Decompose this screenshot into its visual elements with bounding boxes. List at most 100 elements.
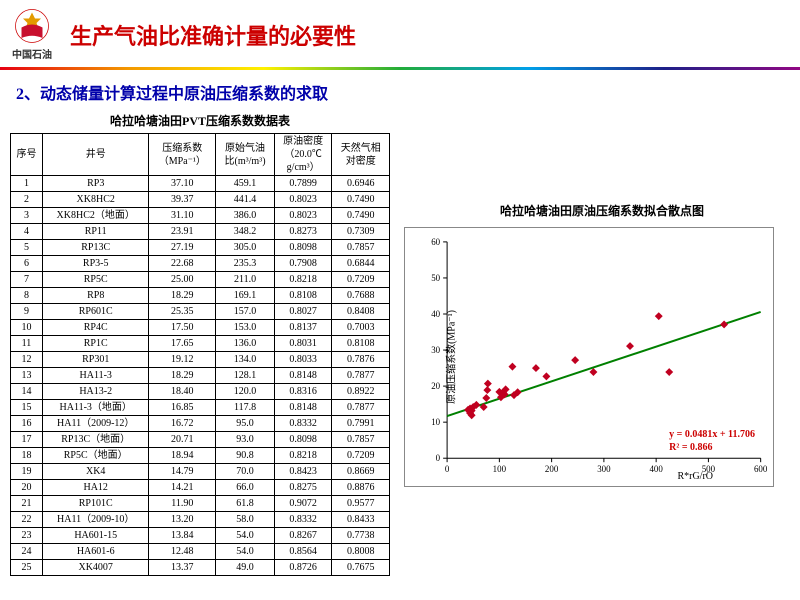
table-row: 12RP30119.12134.00.80330.7876	[11, 352, 390, 368]
table-cell: 0.8267	[274, 528, 332, 544]
header: 中国石油 生产气油比准确计量的必要性	[0, 0, 800, 67]
table-cell: RP11	[42, 224, 149, 240]
logo-label: 中国石油	[12, 46, 52, 61]
table-cell: 13	[11, 368, 43, 384]
table-cell: 16.72	[149, 416, 216, 432]
table-row: 16HA11（2009-12）16.7295.00.83320.7991	[11, 416, 390, 432]
table-cell: 0.8098	[274, 432, 332, 448]
table-row: 8RP818.29169.10.81080.7688	[11, 288, 390, 304]
table-cell: 12	[11, 352, 43, 368]
table-cell: 22	[11, 512, 43, 528]
table-cell: 9	[11, 304, 43, 320]
table-row: 25XK400713.3749.00.87260.7675	[11, 560, 390, 576]
table-cell: HA601-6	[42, 544, 149, 560]
table-cell: 0.8669	[332, 464, 390, 480]
table-cell: 61.8	[216, 496, 275, 512]
table-cell: 25.00	[149, 272, 216, 288]
svg-text:200: 200	[545, 464, 559, 474]
table-cell: 22.68	[149, 256, 216, 272]
table-cell: 16	[11, 416, 43, 432]
table-cell: 386.0	[216, 208, 275, 224]
table-cell: 0.7003	[332, 320, 390, 336]
table-row: 15HA11-3（地面）16.85117.80.81480.7877	[11, 400, 390, 416]
svg-text:50: 50	[431, 273, 440, 283]
table-col-header: 压缩系数（MPa⁻¹）	[149, 134, 216, 176]
table-cell: 14	[11, 384, 43, 400]
table-cell: 157.0	[216, 304, 275, 320]
table-cell: RP8	[42, 288, 149, 304]
table-row: 21RP101C11.9061.80.90720.9577	[11, 496, 390, 512]
svg-text:400: 400	[649, 464, 663, 474]
table-cell: 0.8033	[274, 352, 332, 368]
table-cell: 0.8273	[274, 224, 332, 240]
table-cell: 20	[11, 480, 43, 496]
r2-line: R² = 0.866	[669, 441, 755, 454]
chart-box: 01002003004005006000102030405060 原油压缩系数(…	[404, 227, 774, 487]
svg-text:40: 40	[431, 309, 440, 319]
table-cell: 10	[11, 320, 43, 336]
table-cell: 5	[11, 240, 43, 256]
table-cell: 90.8	[216, 448, 275, 464]
table-col-header: 原始气油比(m³/m³)	[216, 134, 275, 176]
svg-text:0: 0	[445, 464, 450, 474]
table-col-header: 天然气相对密度	[332, 134, 390, 176]
table-cell: 18.29	[149, 368, 216, 384]
table-cell: 459.1	[216, 176, 275, 192]
chart-equation: y = 0.0481x + 11.706 R² = 0.866	[669, 428, 755, 454]
table-cell: 0.7738	[332, 528, 390, 544]
table-cell: 21	[11, 496, 43, 512]
table-cell: 1	[11, 176, 43, 192]
table-cell: 235.3	[216, 256, 275, 272]
table-cell: 54.0	[216, 544, 275, 560]
table-cell: 3	[11, 208, 43, 224]
table-cell: XK8HC2	[42, 192, 149, 208]
table-cell: 17.65	[149, 336, 216, 352]
table-cell: 17.50	[149, 320, 216, 336]
table-cell: 0.8137	[274, 320, 332, 336]
table-cell: 16.85	[149, 400, 216, 416]
table-cell: 441.4	[216, 192, 275, 208]
table-cell: 37.10	[149, 176, 216, 192]
table-header-row: 序号井号压缩系数（MPa⁻¹）原始气油比(m³/m³)原油密度（20.0℃g/c…	[11, 134, 390, 176]
table-cell: 128.1	[216, 368, 275, 384]
table-cell: 13.20	[149, 512, 216, 528]
table-cell: 0.7857	[332, 240, 390, 256]
table-col-header: 原油密度（20.0℃g/cm³）	[274, 134, 332, 176]
table-row: 1RP337.10459.10.78990.6946	[11, 176, 390, 192]
table-panel: 哈拉哈塘油田PVT压缩系数数据表 序号井号压缩系数（MPa⁻¹）原始气油比(m³…	[10, 112, 390, 576]
table-cell: 0.8148	[274, 400, 332, 416]
table-cell: 0.8275	[274, 480, 332, 496]
table-cell: 13.37	[149, 560, 216, 576]
table-cell: 0.8023	[274, 192, 332, 208]
table-cell: 0.8108	[332, 336, 390, 352]
table-col-header: 序号	[11, 134, 43, 176]
table-cell: 12.48	[149, 544, 216, 560]
table-cell: 0.8218	[274, 448, 332, 464]
table-cell: 70.0	[216, 464, 275, 480]
table-cell: HA11（2009-10）	[42, 512, 149, 528]
table-cell: 0.7490	[332, 192, 390, 208]
table-cell: 11.90	[149, 496, 216, 512]
chart-xlabel: R*rG/rO	[677, 471, 713, 482]
table-cell: 120.0	[216, 384, 275, 400]
table-cell: HA11-3（地面）	[42, 400, 149, 416]
table-cell: 18	[11, 448, 43, 464]
table-cell: 15	[11, 400, 43, 416]
table-row: 17RP13C（地面）20.7193.00.80980.7857	[11, 432, 390, 448]
table-col-header: 井号	[42, 134, 149, 176]
table-cell: 0.8564	[274, 544, 332, 560]
table-row: 20HA1214.2166.00.82750.8876	[11, 480, 390, 496]
content-area: 哈拉哈塘油田PVT压缩系数数据表 序号井号压缩系数（MPa⁻¹）原始气油比(m³…	[0, 112, 800, 576]
table-cell: RP3-5	[42, 256, 149, 272]
table-cell: 0.8423	[274, 464, 332, 480]
table-row: 10RP4C17.50153.00.81370.7003	[11, 320, 390, 336]
table-row: 19XK414.7970.00.84230.8669	[11, 464, 390, 480]
table-cell: 93.0	[216, 432, 275, 448]
equation-line: y = 0.0481x + 11.706	[669, 428, 755, 441]
table-cell: 4	[11, 224, 43, 240]
table-row: 7RP5C25.00211.00.82180.7209	[11, 272, 390, 288]
table-cell: 18.94	[149, 448, 216, 464]
table-cell: 0.7876	[332, 352, 390, 368]
table-cell: 0.8726	[274, 560, 332, 576]
table-cell: 134.0	[216, 352, 275, 368]
